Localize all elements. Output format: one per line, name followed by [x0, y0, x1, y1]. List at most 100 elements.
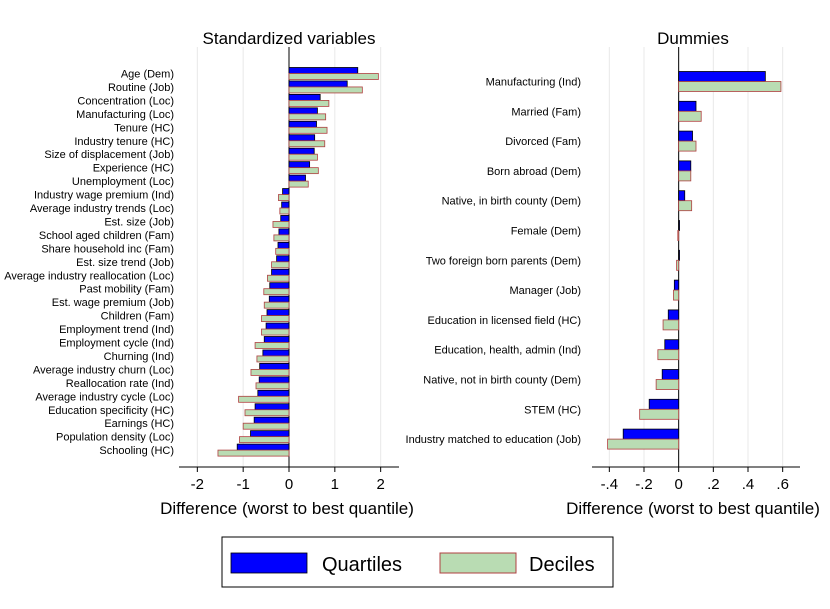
category-label: Two foreign born parents (Dem) [426, 255, 581, 267]
bar-quartiles [664, 339, 680, 351]
bar-quartiles [648, 398, 680, 410]
bar-quartiles [678, 249, 680, 261]
bar-quartiles [257, 389, 290, 397]
category-label: Tenure (HC) [114, 122, 174, 134]
x-tick-label: -.4 [601, 476, 619, 493]
bar-quartiles [288, 107, 318, 115]
legend-swatch-quartiles [230, 552, 308, 574]
bar-quartiles [282, 188, 290, 195]
category-label: Churning (Ind) [104, 351, 174, 363]
category-label: Population density (Loc) [56, 432, 174, 444]
panel-title: Dummies [657, 29, 729, 48]
bar-deciles [272, 221, 290, 228]
bar-deciles [288, 153, 318, 161]
category-label: Native, not in birth county (Dem) [423, 375, 581, 387]
category-label: Average industry trends (Loc) [30, 203, 174, 215]
category-label: Reallocation rate (Ind) [66, 378, 174, 390]
bar-deciles [254, 342, 290, 349]
bar-quartiles [265, 322, 290, 330]
bar-deciles [288, 113, 327, 121]
bar-quartiles [271, 268, 290, 276]
bar-deciles [678, 170, 692, 182]
bar-deciles [288, 140, 326, 148]
bar-quartiles [259, 362, 290, 370]
bar-quartiles [288, 174, 306, 182]
category-label: Concentration (Loc) [77, 95, 174, 107]
category-label: Est. wage premium (Job) [52, 297, 174, 309]
bar-deciles [655, 379, 680, 390]
bar-deciles [662, 319, 680, 331]
bar-deciles [678, 200, 693, 212]
x-tick-label: 0 [674, 476, 682, 493]
bar-deciles [255, 382, 290, 390]
bar-deciles [678, 140, 697, 152]
category-label: Est. size (Job) [104, 216, 174, 228]
category-label: Manager (Job) [509, 285, 581, 297]
bar-deciles [678, 81, 782, 92]
bar-deciles [676, 259, 680, 271]
bar-quartiles [288, 134, 316, 142]
category-label: Routine (Job) [108, 82, 174, 94]
category-label: Education specificity (HC) [48, 405, 174, 417]
category-label: Divorced (Fam) [505, 136, 581, 148]
bar-quartiles [288, 161, 311, 169]
category-label: Manufacturing (Ind) [486, 77, 581, 89]
bar-quartiles [269, 282, 290, 290]
category-label: Experience (HC) [93, 163, 174, 175]
category-label: Industry tenure (HC) [74, 136, 174, 148]
category-label: Unemployment (Loc) [72, 176, 174, 188]
bar-deciles [217, 449, 290, 457]
bar-deciles [244, 409, 290, 417]
bar-quartiles [278, 228, 290, 236]
bar-deciles [607, 438, 680, 450]
bar-deciles [261, 315, 290, 323]
x-tick-label: .2 [707, 476, 720, 493]
bar-quartiles [262, 349, 290, 357]
x-axis-label: Difference (worst to best quantile) [160, 499, 414, 518]
bar-quartiles [678, 130, 693, 142]
category-label: Native, in birth county (Dem) [442, 196, 581, 208]
category-label: Earnings (HC) [104, 418, 174, 430]
category-label: Average industry churn (Loc) [33, 364, 174, 376]
category-label: Born abroad (Dem) [487, 166, 581, 178]
category-label: School aged children (Fam) [39, 230, 174, 242]
bar-deciles [288, 180, 309, 188]
bar-quartiles [622, 428, 680, 440]
bar-deciles [250, 368, 290, 376]
bar-quartiles [667, 309, 680, 321]
bar-deciles [238, 395, 290, 403]
bar-quartiles [673, 279, 680, 291]
category-label: Education, health, admin (Ind) [434, 345, 581, 357]
bar-quartiles [288, 147, 315, 155]
x-tick-label: 1 [331, 476, 339, 493]
bar-deciles [678, 110, 702, 122]
bar-quartiles [277, 241, 290, 249]
x-tick-label: -.2 [635, 476, 653, 493]
category-label: Share household inc (Fam) [41, 243, 174, 255]
category-label: Manufacturing (Loc) [76, 109, 174, 121]
bar-quartiles [236, 443, 290, 451]
x-tick-label: .4 [742, 476, 755, 493]
bar-deciles [267, 274, 290, 282]
bar-quartiles [678, 160, 692, 172]
bar-quartiles [661, 369, 680, 380]
bar-deciles [275, 247, 290, 255]
bar-quartiles [263, 336, 290, 343]
x-tick-label: -2 [191, 476, 204, 493]
category-label: Female (Dem) [511, 226, 581, 238]
category-label: Education in licensed field (HC) [428, 315, 581, 327]
category-label: Children (Fam) [101, 311, 174, 323]
category-label: Industry matched to education (Job) [406, 434, 581, 446]
bar-deciles [639, 408, 680, 420]
bar-deciles [263, 288, 290, 296]
bar-quartiles [678, 220, 680, 231]
category-label: Average industry reallocation (Loc) [4, 270, 174, 282]
bar-quartiles [678, 100, 697, 112]
bar-deciles [288, 73, 379, 80]
bar-quartiles [288, 80, 348, 88]
bar-deciles [657, 349, 680, 361]
x-tick-label: -1 [236, 476, 249, 493]
bar-quartiles [266, 309, 290, 317]
